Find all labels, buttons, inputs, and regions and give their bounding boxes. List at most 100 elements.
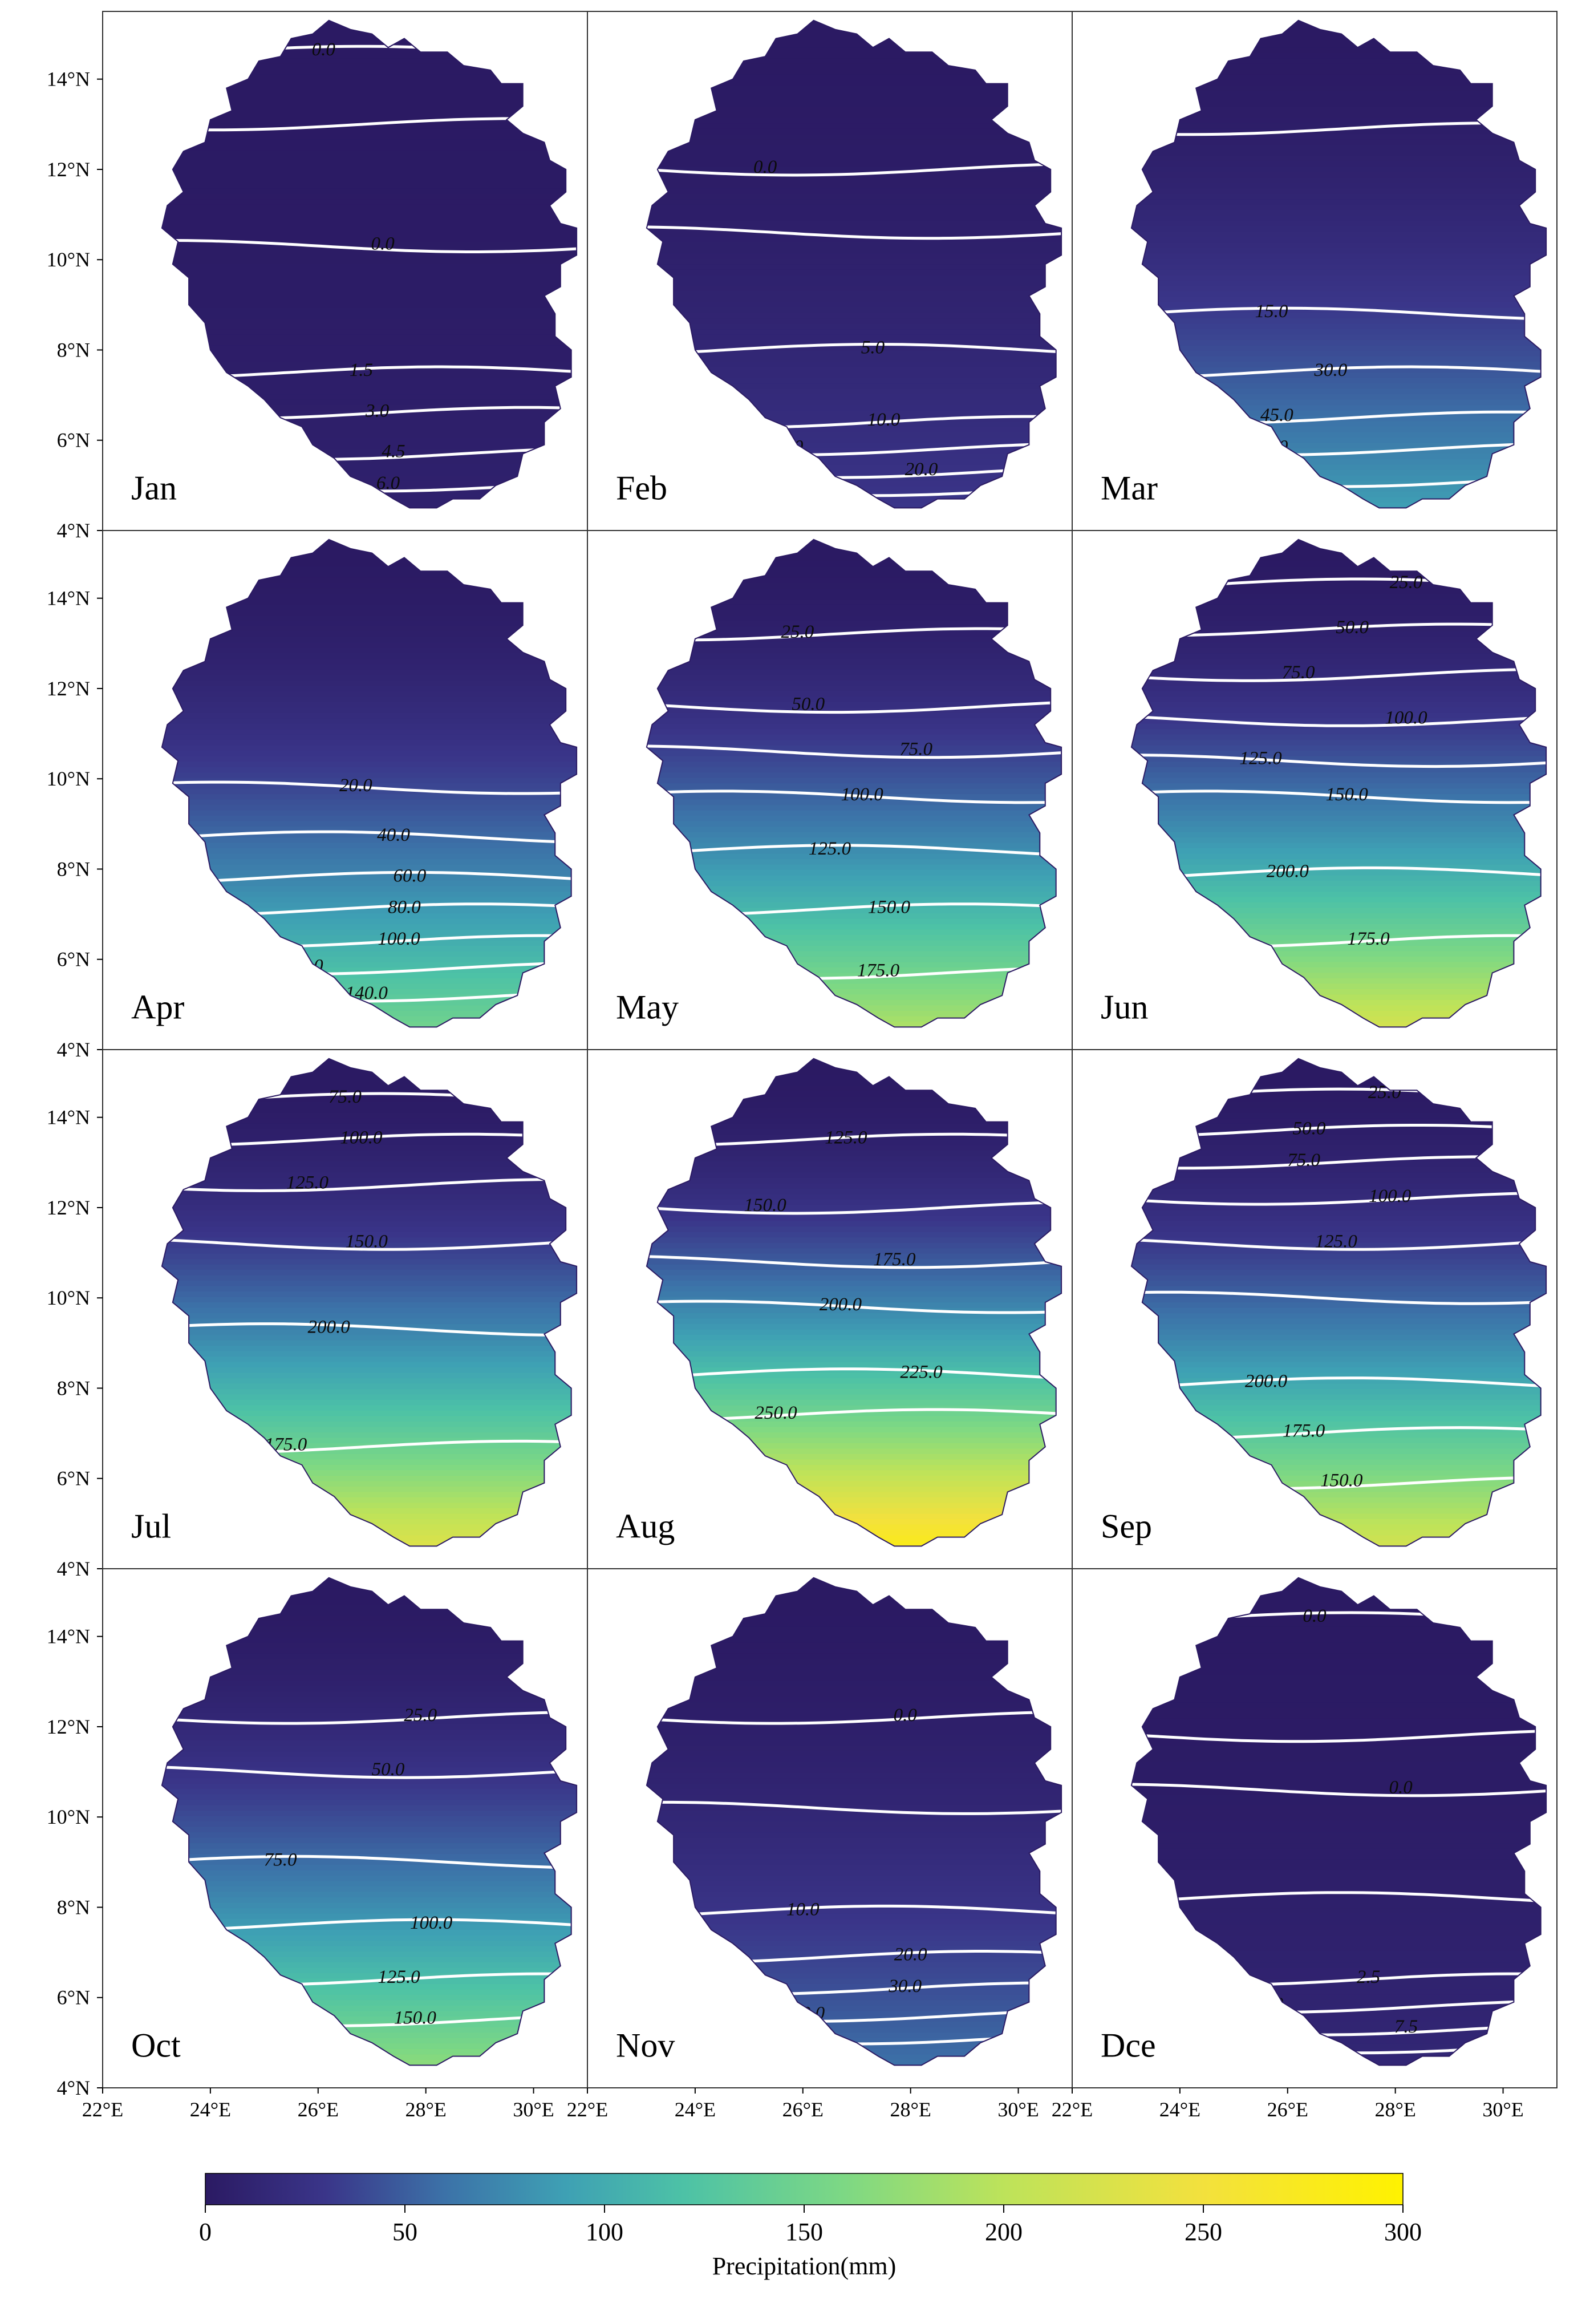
y-tick-label: 8°N [57,1376,90,1399]
figure-svg: 0.00.01.53.04.56.0Jan4°N6°N8°N10°N12°N14… [0,0,1594,2321]
month-label-Dce: Dce [1101,2026,1156,2064]
colorbar-tick-label: 50 [392,2218,417,2246]
panel-Dce: 0.00.02.55.07.510.0Dce22°E24°E26°E28°E30… [1052,1569,1557,2121]
panel-Jun: 25.050.075.0100.0125.0150.0200.0175.0Jun [1072,531,1557,1050]
panel-Jan: 0.00.01.53.04.56.0Jan4°N6°N8°N10°N12°N14… [47,11,587,542]
panel-Feb: 0.05.010.015.020.025.0Feb [587,11,1072,531]
month-label-Mar: Mar [1101,469,1158,507]
contour-label: 80.0 [388,897,421,918]
contour-label: 175.0 [1347,929,1390,949]
contour-label: 75.0 [1250,468,1283,489]
y-tick-label: 6°N [57,948,90,971]
y-tick-label: 12°N [47,158,90,181]
contour-label: 60.0 [393,865,426,886]
y-tick-label: 12°N [47,1715,90,1738]
contour-label: 15.0 [1255,301,1288,322]
contour-label: 140.0 [346,983,388,1003]
contour-label: 2.5 [1357,1967,1380,1987]
panel-Sep: 25.050.075.0100.0125.0200.0175.0150.0Sep [1072,1050,1557,1569]
contour-label: 200.0 [1267,861,1309,881]
contour-label: 50.0 [1336,617,1369,638]
contour-label: 75.0 [1287,1150,1320,1171]
contour-label: 200.0 [1245,1371,1288,1392]
x-tick-label: 26°E [298,2098,339,2121]
month-label-May: May [616,988,679,1026]
contour-label: 75.0 [899,739,932,760]
x-tick-label: 28°E [1374,2098,1415,2121]
contour-label: 20.0 [905,459,938,480]
colorbar-tick-label: 250 [1185,2218,1222,2246]
contour-label: 3.0 [365,400,390,421]
y-tick-label: 12°N [47,677,90,700]
contour-label: 25.0 [781,622,814,642]
figure-root: 0.00.01.53.04.56.0Jan4°N6°N8°N10°N12°N14… [0,0,1594,2321]
contour-label: 200.0 [308,1317,351,1338]
y-tick-label: 12°N [47,1196,90,1219]
contour-label: 40.0 [792,2003,825,2023]
contour-label: 125.0 [1315,1231,1358,1252]
contour-label: 20.0 [339,775,372,796]
contour-label: 250.0 [755,1403,797,1423]
contour-label: 7.5 [1394,2017,1418,2037]
colorbar-tick-label: 300 [1384,2218,1422,2246]
x-tick-label: 24°E [675,2098,716,2121]
contour-label: 4.5 [382,441,405,461]
contour-label: 0.0 [312,39,336,60]
y-tick-label: 14°N [47,1625,90,1648]
x-tick-label: 24°E [1159,2098,1200,2121]
contour-label: 10.0 [1271,2035,1304,2055]
x-tick-label: 30°E [513,2098,554,2121]
contour-label: 100.0 [378,929,420,949]
x-tick-label: 28°E [890,2098,931,2121]
contour-label: 30.0 [888,1976,922,1997]
contour-label: 125.0 [378,1967,420,1987]
contour-label: 100.0 [1385,707,1427,728]
contour-label: 5.0 [1260,1994,1284,2015]
contour-label: 150.0 [744,1195,787,1216]
contour-label: 50.0 [372,1759,405,1780]
contour-label: 75.0 [264,1849,297,1870]
panel-Apr: 20.040.060.080.0100.0120.0140.0Apr4°N6°N… [47,531,587,1061]
y-tick-label: 4°N [57,2076,90,2099]
contour-label: 0.0 [1389,1778,1413,1798]
contour-label: 125.0 [825,1127,867,1148]
contour-label: 100.0 [410,1913,453,1933]
contour-label: 75.0 [1282,662,1315,683]
colorbar: 050100150200250300Precipitation(mm) [199,2173,1422,2280]
contour-label: 25.0 [1390,572,1423,593]
y-tick-label: 10°N [47,767,90,790]
colorbar-tick-label: 200 [985,2218,1023,2246]
y-tick-label: 6°N [57,1467,90,1490]
contour-label: 10.0 [867,410,901,430]
contour-label: 50.0 [1293,1118,1326,1139]
contour-label: 10.0 [786,1899,820,1920]
colorbar-tick-label: 0 [199,2218,212,2246]
y-tick-label: 14°N [47,587,90,610]
panel-Aug: 125.0150.0175.0200.0225.0250.0Aug [587,1050,1072,1569]
contour-label: 100.0 [1369,1186,1412,1206]
contour-label: 175.0 [1283,1421,1325,1442]
contour-label: 150.0 [394,2007,437,2028]
contour-label: 100.0 [340,1127,383,1148]
x-tick-label: 28°E [405,2098,446,2121]
month-label-Sep: Sep [1101,1507,1152,1545]
x-tick-label: 30°E [1482,2098,1523,2121]
contour-label: 175.0 [857,960,900,981]
contour-label: 0.0 [371,233,395,254]
y-tick-label: 4°N [57,1038,90,1061]
y-tick-label: 14°N [47,68,90,91]
contour-label: 50.0 [792,694,825,715]
panel-Nov: 0.010.020.030.040.050.0Nov22°E24°E26°E28… [567,1569,1072,2121]
contour-label: 0.0 [894,1705,918,1726]
contour-label: 45.0 [1260,405,1293,426]
x-tick-label: 22°E [82,2098,123,2121]
contour-label: 125.0 [809,839,851,859]
contour-label: 1.5 [350,360,373,380]
contour-label: 200.0 [820,1294,862,1315]
colorbar-tick-label: 150 [785,2218,823,2246]
contour-label: 175.0 [873,1249,916,1270]
y-tick-label: 6°N [57,429,90,452]
contour-label: 150.0 [346,1231,388,1252]
contour-label: 0.0 [1303,1606,1327,1626]
contour-label: 150.0 [1326,784,1369,805]
